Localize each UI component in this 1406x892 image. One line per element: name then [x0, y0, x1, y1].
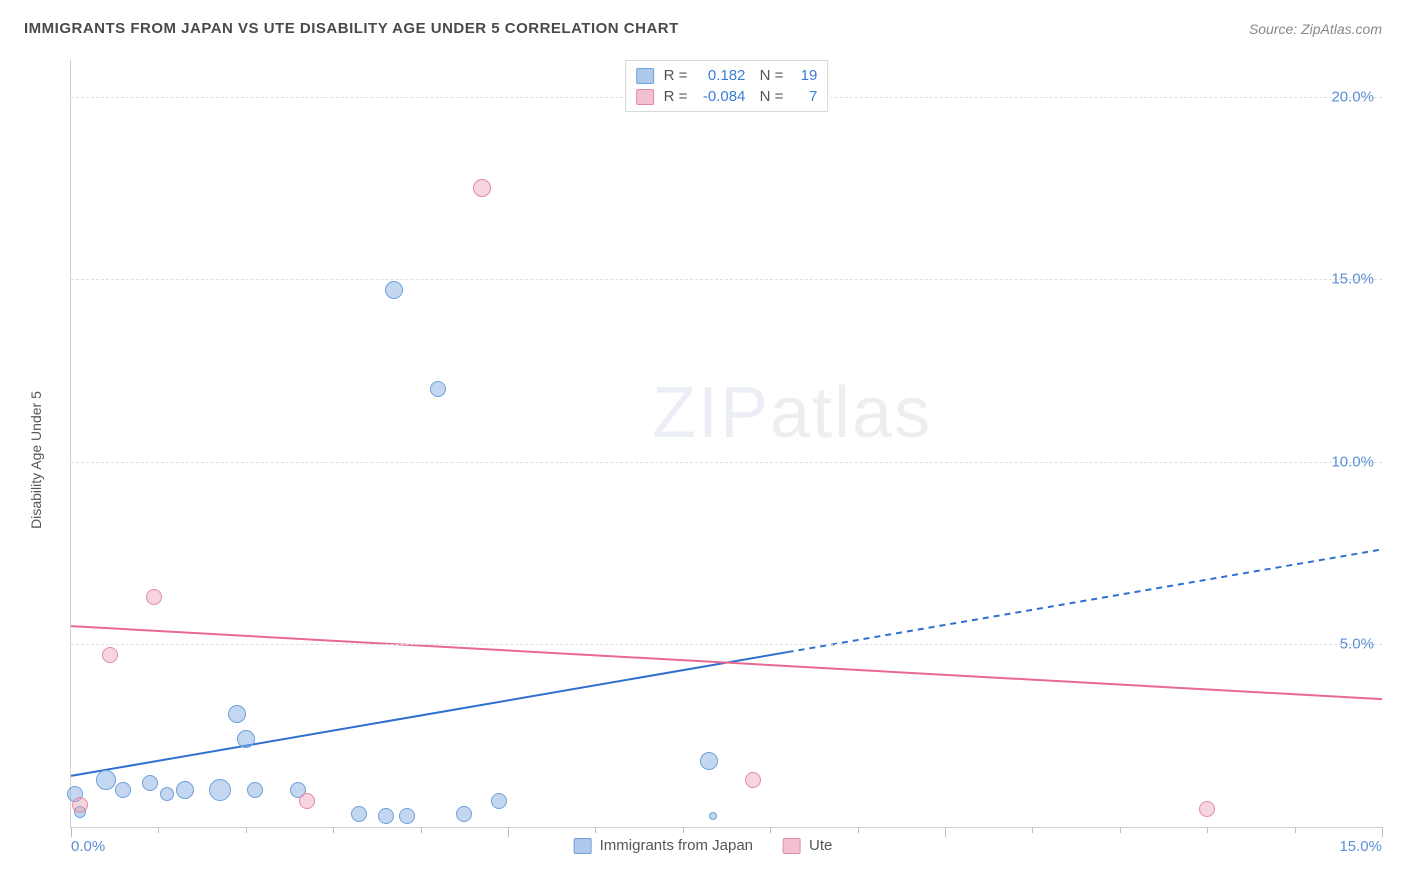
data-point-japan	[142, 775, 158, 791]
data-point-ute	[299, 793, 315, 809]
x-minor-tick	[1295, 827, 1296, 833]
series-legend: Immigrants from Japan Ute	[574, 837, 833, 854]
header: IMMIGRANTS FROM JAPAN VS UTE DISABILITY …	[24, 20, 1382, 37]
x-minor-tick	[683, 827, 684, 833]
data-point-japan	[160, 787, 174, 801]
data-point-japan	[176, 781, 194, 799]
data-point-japan	[228, 705, 246, 723]
data-point-ute	[1199, 801, 1215, 817]
x-tick-mark	[945, 827, 946, 837]
x-minor-tick	[246, 827, 247, 833]
legend-row-ute: R = -0.084 N = 7	[636, 86, 818, 107]
r-value-japan: 0.182	[697, 67, 745, 84]
swatch-japan	[636, 68, 654, 84]
x-minor-tick	[595, 827, 596, 833]
data-point-ute	[473, 179, 491, 197]
data-point-japan	[351, 806, 367, 822]
n-value-ute: 7	[793, 88, 817, 105]
swatch-japan-icon	[574, 838, 592, 854]
y-tick-label: 5.0%	[1340, 636, 1374, 653]
x-tick-label: 15.0%	[1339, 838, 1382, 855]
y-tick-label: 10.0%	[1331, 453, 1374, 470]
y-tick-label: 20.0%	[1331, 88, 1374, 105]
data-point-japan	[115, 782, 131, 798]
r-value-ute: -0.084	[697, 88, 745, 105]
r-label: R =	[664, 88, 688, 105]
legend-label-japan: Immigrants from Japan	[600, 837, 753, 854]
data-point-japan	[209, 779, 231, 801]
x-tick-mark	[71, 827, 72, 837]
n-value-japan: 19	[793, 67, 817, 84]
legend-label-ute: Ute	[809, 837, 832, 854]
r-label: R =	[664, 67, 688, 84]
data-point-japan	[378, 808, 394, 824]
y-tick-label: 15.0%	[1331, 271, 1374, 288]
data-point-japan	[237, 730, 255, 748]
x-minor-tick	[1120, 827, 1121, 833]
data-point-japan	[399, 808, 415, 824]
legend-item-ute: Ute	[783, 837, 832, 854]
chart-container: Disability Age Under 5 R = 0.182 N = 19 …	[24, 48, 1382, 872]
data-point-japan	[247, 782, 263, 798]
gridline	[71, 644, 1382, 645]
x-minor-tick	[858, 827, 859, 833]
plot-area: R = 0.182 N = 19 R = -0.084 N = 7 ZIPatl…	[70, 60, 1382, 828]
x-minor-tick	[421, 827, 422, 833]
legend-item-japan: Immigrants from Japan	[574, 837, 753, 854]
data-point-japan	[96, 770, 116, 790]
x-tick-mark	[508, 827, 509, 837]
source-attribution: Source: ZipAtlas.com	[1249, 21, 1382, 37]
data-point-japan	[456, 806, 472, 822]
data-point-ute	[146, 589, 162, 605]
gridline	[71, 279, 1382, 280]
y-axis-label: Disability Age Under 5	[28, 391, 44, 529]
x-tick-mark	[1382, 827, 1383, 837]
data-point-japan	[385, 281, 403, 299]
chart-title: IMMIGRANTS FROM JAPAN VS UTE DISABILITY …	[24, 20, 679, 37]
data-point-ute	[745, 772, 761, 788]
n-label: N =	[755, 88, 783, 105]
x-minor-tick	[158, 827, 159, 833]
data-point-ute	[102, 647, 118, 663]
x-minor-tick	[333, 827, 334, 833]
swatch-ute-icon	[783, 838, 801, 854]
x-tick-label: 0.0%	[71, 838, 105, 855]
swatch-ute	[636, 89, 654, 105]
x-minor-tick	[1207, 827, 1208, 833]
data-point-ute	[72, 797, 88, 813]
data-point-japan	[491, 793, 507, 809]
gridline	[71, 462, 1382, 463]
correlation-legend: R = 0.182 N = 19 R = -0.084 N = 7	[625, 60, 829, 112]
x-minor-tick	[770, 827, 771, 833]
data-point-japan	[700, 752, 718, 770]
n-label: N =	[755, 67, 783, 84]
data-point-japan	[430, 381, 446, 397]
x-minor-tick	[1032, 827, 1033, 833]
legend-row-japan: R = 0.182 N = 19	[636, 65, 818, 86]
trend-lines	[71, 60, 1382, 827]
data-point-japan	[709, 812, 717, 820]
